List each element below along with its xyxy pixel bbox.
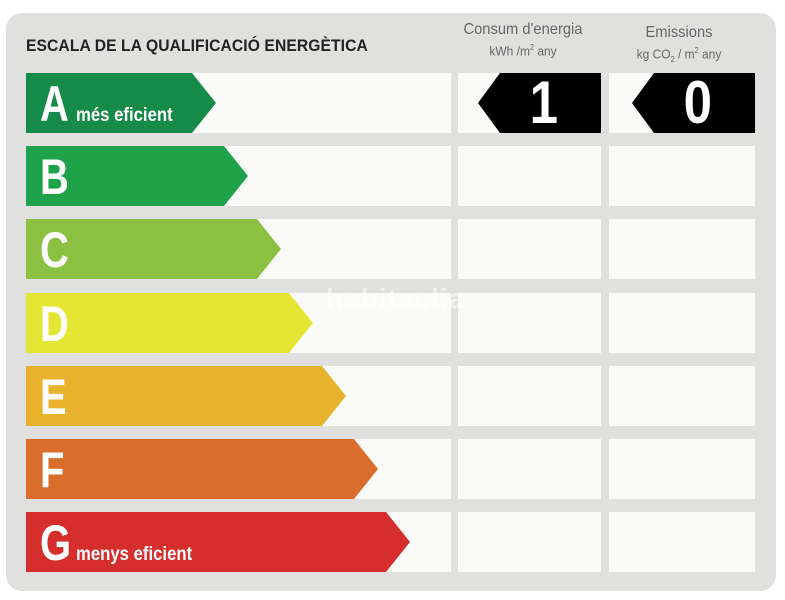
band-arrow-shape [26, 146, 248, 206]
emissions-cell [609, 439, 755, 499]
band-letter: F [40, 442, 65, 498]
emissions-cell [609, 146, 755, 206]
value-number: 1 [529, 69, 558, 136]
band-arrow-shape [26, 512, 410, 572]
value-tag-shape [632, 73, 755, 133]
consumption-value-tag: 1 [478, 73, 601, 133]
value-number: 0 [683, 69, 712, 136]
emissions-cell [609, 219, 755, 279]
consumption-label: Consum d'energia [463, 21, 583, 38]
emissions-header: Emissions kg CO2 / m2 any [612, 24, 746, 64]
consumption-unit: kWh /m2 any [489, 43, 557, 59]
band-arrow-shape [26, 293, 313, 353]
consumption-header: Consum d'energia kWh /m2 any [458, 21, 588, 58]
emissions-cell [609, 366, 755, 426]
band-letter: E [40, 369, 67, 425]
band-letter: D [40, 296, 69, 352]
band-note: menys eficient [76, 544, 193, 565]
band-arrow-shape [26, 439, 378, 499]
band-letter: G [40, 515, 72, 571]
emissions-cell [609, 512, 755, 572]
band-letter: B [40, 149, 69, 205]
band-letter: A [40, 76, 69, 132]
watermark: habitaclia [326, 283, 466, 314]
page-title: ESCALA DE LA QUALIFICACIÓ ENERGÈTICA [26, 36, 368, 55]
value-tag-shape [478, 73, 601, 133]
consumption-cell [458, 146, 601, 206]
band-arrow-shape [26, 73, 216, 133]
emissions-label: Emissions [645, 24, 713, 41]
band-note: més eficient [76, 105, 173, 126]
band-arrow-shape [26, 366, 346, 426]
consumption-cell [458, 293, 601, 353]
consumption-cell [458, 439, 601, 499]
consumption-cell [458, 512, 601, 572]
consumption-cell [458, 366, 601, 426]
consumption-cell [458, 219, 601, 279]
emissions-cell [609, 293, 755, 353]
emissions-unit: kg CO2 / m2 any [636, 46, 722, 64]
band-letter: C [40, 222, 69, 278]
emissions-value-tag: 0 [632, 73, 755, 133]
band-arrow-shape [26, 219, 281, 279]
